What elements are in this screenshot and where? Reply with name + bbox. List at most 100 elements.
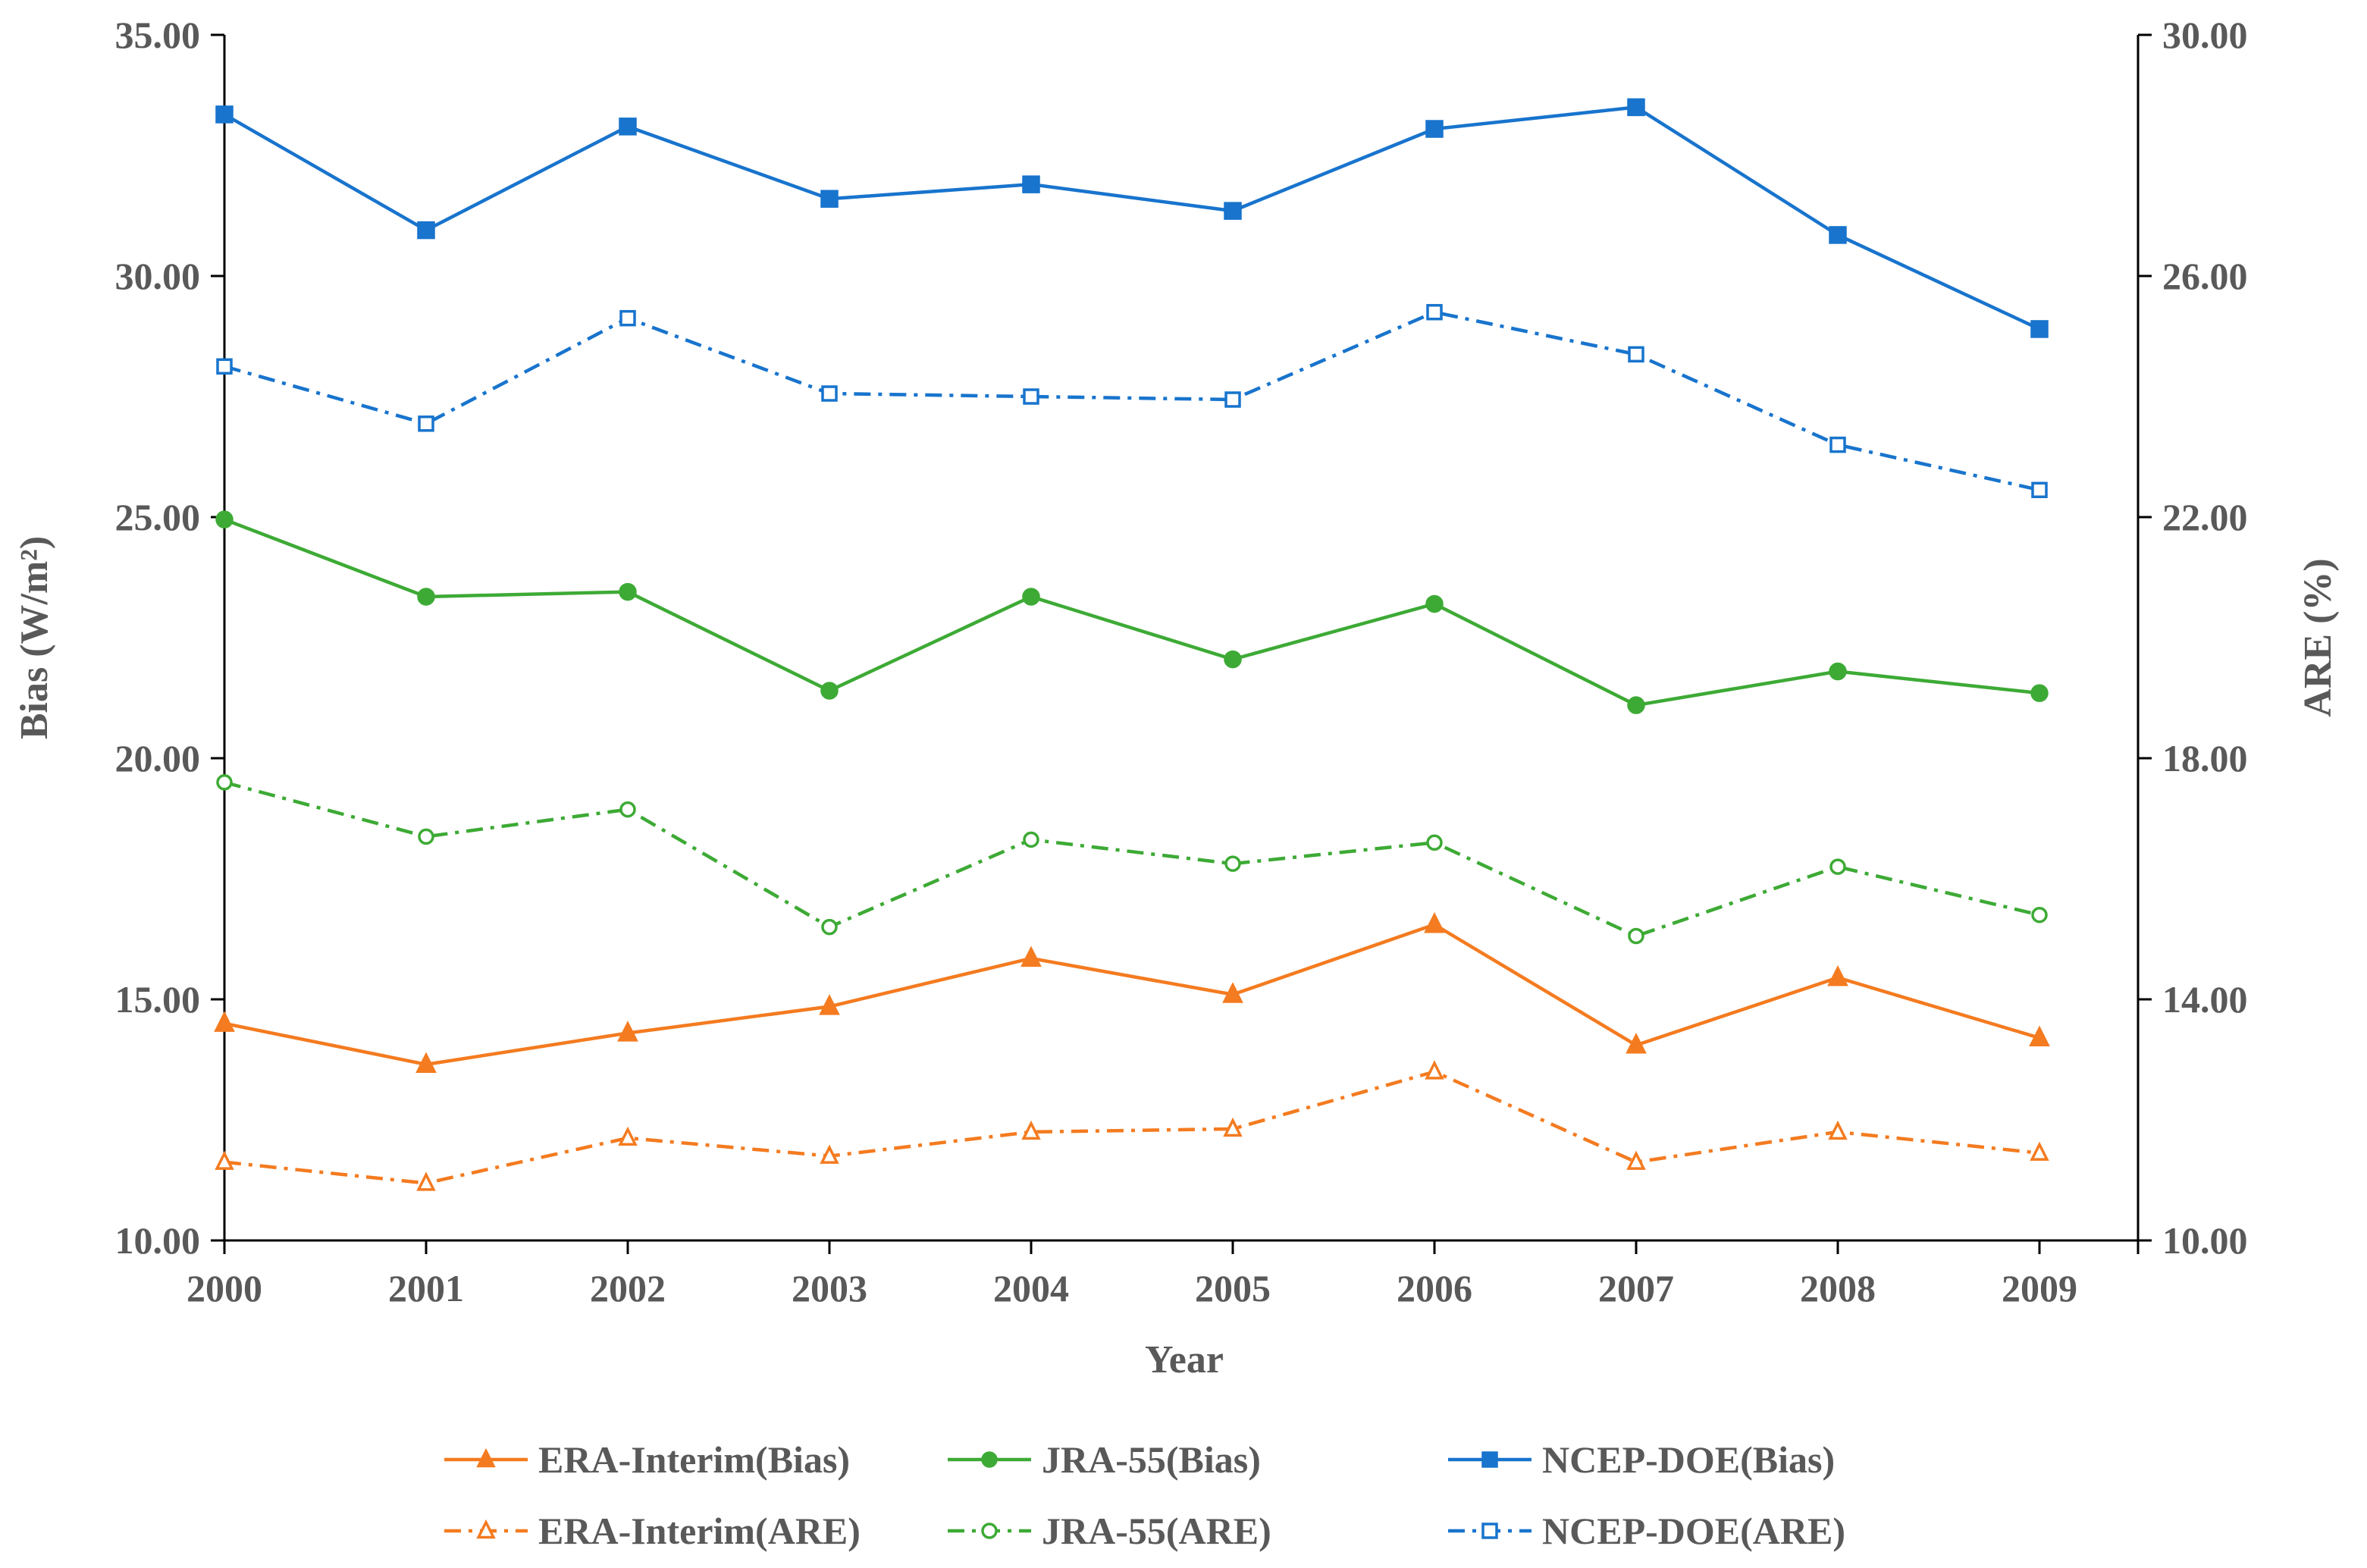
data-point: [1627, 98, 1645, 117]
data-point: [215, 510, 234, 528]
data-point: [1426, 834, 1443, 851]
x-tick-label: 2000: [187, 1267, 262, 1309]
x-tick-label: 2003: [792, 1267, 867, 1309]
series-4: [216, 774, 2048, 945]
data-point: [1021, 1120, 1041, 1140]
series-line: [224, 923, 2040, 1067]
data-point: [1224, 391, 1241, 408]
y2-tick-label: 18.00: [2162, 737, 2248, 779]
legend-marker: [1481, 1451, 1498, 1468]
data-point: [820, 1144, 839, 1164]
legend-marker: [981, 1523, 998, 1539]
data-point: [1023, 831, 1039, 848]
x-tick-label: 2005: [1195, 1267, 1271, 1309]
series-line: [224, 310, 2040, 492]
data-point: [619, 309, 636, 327]
legend-label: NCEP-DOE(Bias): [1542, 1438, 1835, 1481]
data-point: [2030, 320, 2049, 338]
legend: ERA-Interim(Bias) JRA-55(Bias) NCEP-DOE(Bi…: [444, 1438, 1845, 1552]
data-point: [1224, 855, 1241, 872]
x-tick-label: 2008: [1800, 1267, 1876, 1309]
series-line: [224, 780, 2040, 938]
legend-item: NCEP-DOE(Bias): [1448, 1438, 1835, 1481]
legend-label: NCEP-DOE(ARE): [1542, 1510, 1845, 1552]
data-point: [1829, 662, 1847, 681]
legend-item: JRA-55(Bias): [948, 1438, 1261, 1481]
data-point: [415, 1052, 437, 1073]
series-5: [216, 303, 2048, 498]
data-point: [2029, 1025, 2050, 1047]
x-tick-label: 2004: [993, 1267, 1069, 1309]
data-point: [417, 588, 435, 606]
legend-label: JRA-55(Bias): [1042, 1438, 1261, 1481]
legend-label: JRA-55(ARE): [1042, 1510, 1271, 1552]
y2-axis-title: ARE (%): [2296, 558, 2340, 717]
y-tick-label: 30.00: [115, 255, 201, 297]
data-point: [1426, 303, 1443, 321]
data-point: [1626, 1150, 1646, 1170]
data-point: [618, 1126, 638, 1146]
y2-tick-label: 10.00: [2162, 1219, 2248, 1262]
series-3: [215, 1060, 2049, 1191]
data-point: [216, 358, 233, 375]
data-point: [619, 118, 637, 136]
data-point: [1425, 1060, 1444, 1080]
data-point: [215, 105, 234, 124]
data-point: [1829, 858, 1846, 875]
y-axis-title: Bias (W/m²): [13, 536, 56, 739]
y-tick-label: 10.00: [115, 1219, 201, 1262]
data-point: [418, 416, 434, 432]
data-point: [2031, 906, 2048, 924]
legend-marker: [476, 1519, 496, 1539]
series-line: [223, 105, 2040, 331]
series-2: [215, 98, 2049, 338]
data-point: [2031, 481, 2048, 498]
data-point: [216, 774, 233, 791]
legend-item: ERA-Interim(ARE): [444, 1510, 861, 1552]
y2-tick-label: 22.00: [2162, 496, 2248, 538]
y2-tick-label: 14.00: [2162, 978, 2248, 1021]
data-point: [417, 221, 435, 240]
series-line: [224, 518, 2040, 707]
series-1: [215, 510, 2049, 714]
data-point: [214, 1011, 235, 1032]
data-point: [1828, 1120, 1848, 1140]
legend-marker: [1481, 1523, 1498, 1539]
legend-item: ERA-Interim(Bias): [444, 1438, 850, 1481]
y-tick-label: 20.00: [115, 737, 201, 779]
y-tick-label: 15.00: [115, 978, 201, 1021]
series-0: [214, 912, 2050, 1073]
legend-marker: [981, 1451, 998, 1468]
x-tick-label: 2002: [590, 1267, 666, 1309]
data-point: [821, 918, 838, 936]
data-point: [1022, 588, 1040, 606]
y-tick-label: 25.00: [115, 496, 201, 538]
y2-tick-label: 30.00: [2162, 14, 2248, 56]
data-point: [1627, 696, 1645, 714]
x-tick-label: 2006: [1397, 1267, 1472, 1309]
axes: 10.00 15.00 20.00 25.00 30.00 35.00 10.00 14.00…: [115, 14, 2248, 1309]
x-tick-label: 2009: [2002, 1267, 2077, 1309]
legend-label: ERA-Interim(ARE): [538, 1510, 861, 1552]
data-point: [215, 1150, 234, 1170]
data-point: [1628, 346, 1644, 363]
legend-item: JRA-55(ARE): [948, 1510, 1271, 1552]
data-point: [1023, 388, 1039, 405]
data-point: [2030, 684, 2049, 702]
series-layer: [214, 98, 2050, 1191]
data-point: [2030, 1141, 2049, 1161]
legend-item: NCEP-DOE(ARE): [1448, 1510, 1845, 1552]
data-point: [1628, 927, 1644, 945]
x-tick-label: 2001: [388, 1267, 464, 1309]
data-point: [1020, 946, 1042, 967]
data-point: [1829, 226, 1847, 244]
data-point: [1022, 175, 1040, 193]
data-point: [619, 801, 636, 818]
data-point: [1829, 436, 1846, 453]
data-point: [1425, 594, 1444, 613]
series-line: [224, 1070, 2040, 1185]
legend-label: ERA-Interim(Bias): [538, 1438, 850, 1481]
x-axis-title: Year: [1145, 1338, 1224, 1381]
data-point: [1222, 982, 1243, 1003]
